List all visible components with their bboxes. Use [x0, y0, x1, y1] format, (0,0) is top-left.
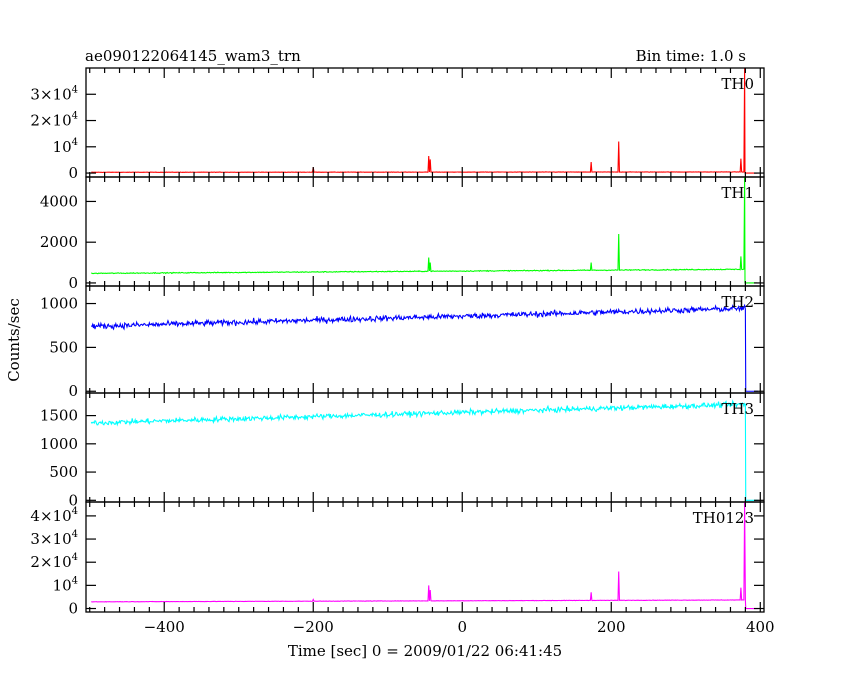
y-tick-label: 2×104: [30, 552, 78, 571]
y-tick-label: 2000: [40, 233, 78, 251]
y-tick-label: 4000: [40, 192, 78, 210]
y-tick-label: 3×104: [30, 529, 78, 548]
y-tick-label: 500: [49, 338, 78, 356]
y-tick-label: 1000: [40, 435, 78, 453]
y-tick-label: 0: [68, 491, 78, 509]
series-line-th0123: [91, 502, 759, 610]
panel-frame: [85, 285, 765, 394]
y-tick-label: 500: [49, 463, 78, 481]
panel-th1: 0 2000 4000 TH1: [40, 176, 765, 292]
x-tick-label: −400: [144, 618, 185, 636]
y-tick-label: 1000: [40, 295, 78, 313]
panel-th0: 0 104 2×104 3×104 TH0: [30, 67, 765, 182]
x-tick-label: 0: [457, 618, 467, 636]
y-tick-label: 0: [68, 274, 78, 292]
y-axis-label: Counts/sec: [5, 298, 23, 382]
panel-frame: [85, 392, 765, 503]
panel-frame: [85, 501, 765, 613]
y-tick-label: 4×104: [30, 506, 78, 525]
y-tick-label: 0: [68, 600, 78, 618]
y-tick-label: 0: [68, 382, 78, 400]
chart-title-right: Bin time: 1.0 s: [636, 47, 746, 65]
y-tick-label: 0: [68, 164, 78, 182]
panel-name-th3: TH3: [721, 400, 754, 418]
x-tick-label: 200: [597, 618, 626, 636]
y-tick-label: 3×104: [30, 84, 78, 103]
panel-th0123: 0 104 2×104 3×104 4×104 TH0123: [30, 501, 765, 618]
panel-name-th2: TH2: [721, 293, 754, 311]
panel-name-th1: TH1: [721, 184, 754, 202]
panel-frame: [85, 67, 765, 178]
series-line-th0: [91, 68, 758, 174]
series-line-th1: [91, 177, 758, 284]
y-tick-label: 2×104: [30, 111, 78, 130]
panel-name-th0: TH0: [721, 75, 754, 93]
panel-th3: 0 500 1000 1500 TH3: [40, 392, 765, 509]
series-line-th2: [90, 303, 759, 392]
x-tick-label: −200: [293, 618, 334, 636]
panel-th2: 0 500 1000 TH2: [40, 285, 765, 400]
chart-title-left: ae090122064145_wam3_trn: [85, 47, 301, 65]
y-tick-label: 1500: [40, 407, 78, 425]
y-tick-label: 104: [53, 137, 78, 156]
y-tick-label: 104: [53, 575, 78, 594]
series-line-th3: [90, 399, 759, 501]
x-axis-label: Time [sec] 0 = 2009/01/22 06:41:45: [288, 642, 562, 660]
panel-name-th0123: TH0123: [693, 509, 754, 527]
x-tick-label: 400: [746, 618, 775, 636]
